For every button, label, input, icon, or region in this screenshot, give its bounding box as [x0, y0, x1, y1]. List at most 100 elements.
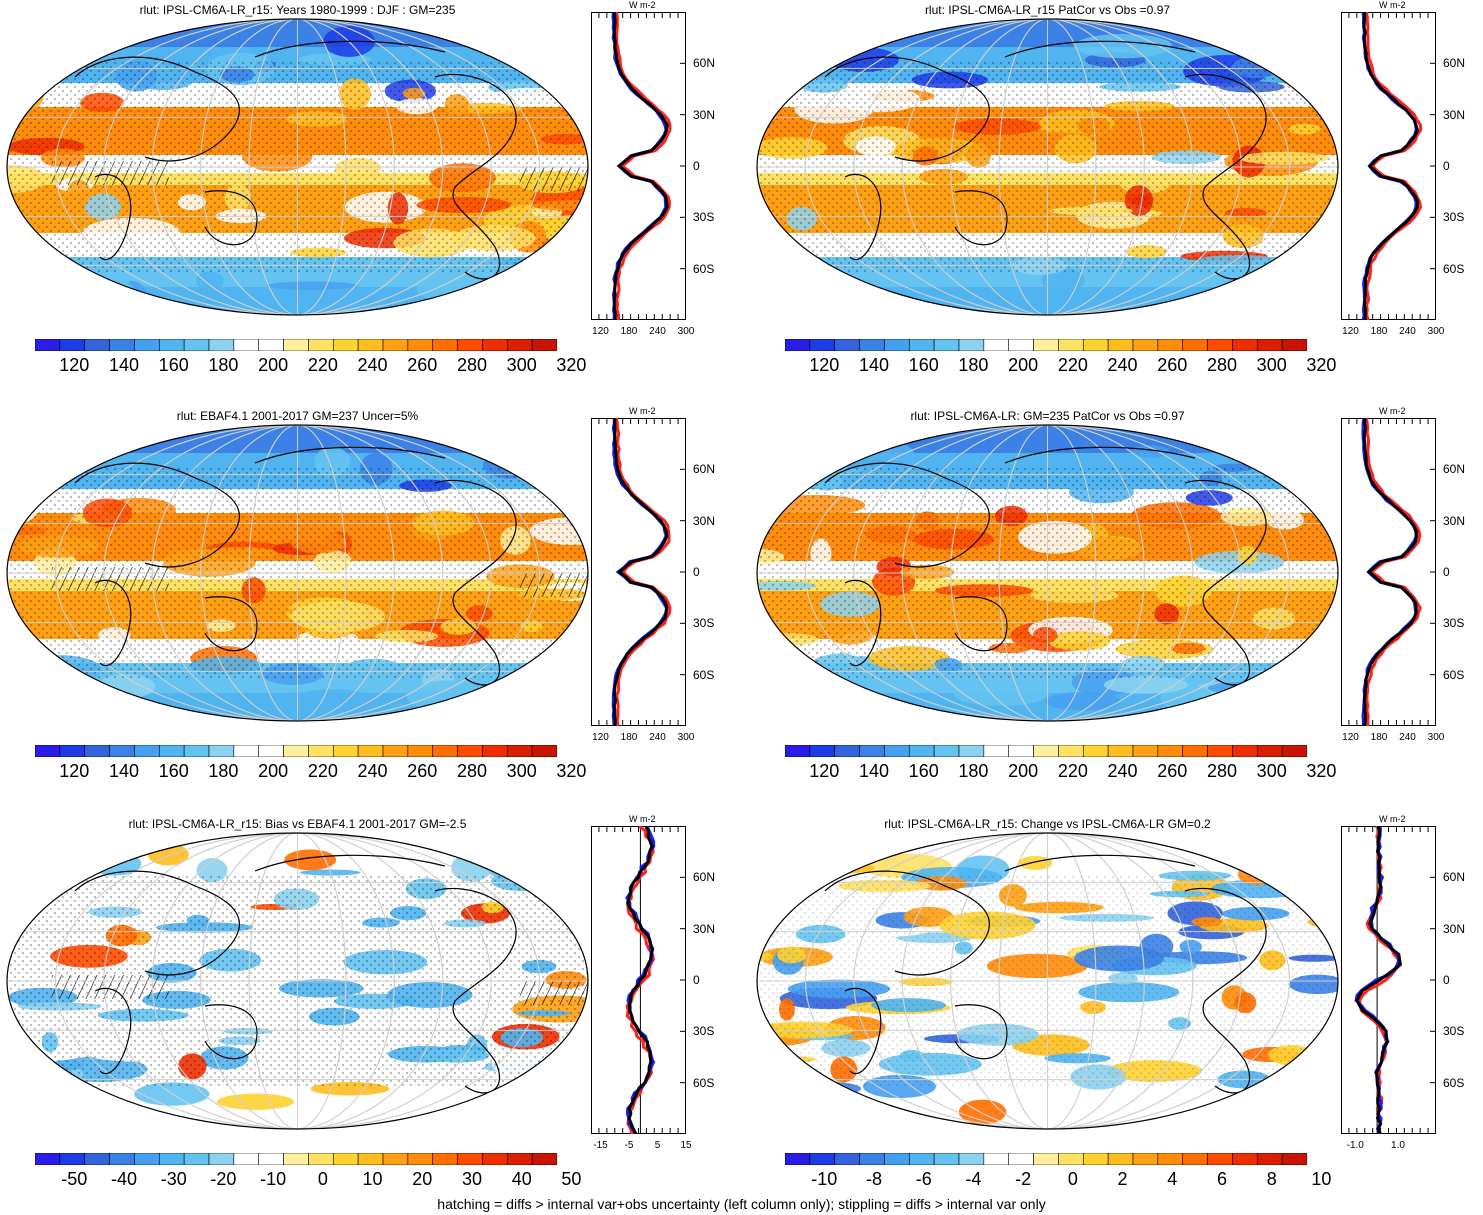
colorbar-tick-label: 180	[958, 761, 989, 781]
panel-title: rlut: IPSL-CM6A-LR_r15: Years 1980-1999 …	[139, 3, 456, 17]
colorbar-swatch	[1232, 745, 1258, 757]
colorbar-swatch	[233, 1153, 260, 1165]
colorbar-swatch	[1256, 745, 1283, 757]
colorbar-tick-label: 220	[307, 761, 338, 781]
lat-tick-label: 30S	[1443, 1024, 1465, 1039]
colorbar-swatch	[859, 1153, 885, 1165]
colorbar-tick-label: 320	[1306, 355, 1337, 375]
colorbar-swatch	[1132, 339, 1159, 351]
colorbar-tick-label: 320	[556, 761, 587, 781]
colorbar-tick-label: -40	[110, 1169, 138, 1189]
colorbar-swatch	[432, 1153, 458, 1165]
lat-tick-label: 0	[1443, 565, 1450, 579]
colorbar-swatch	[35, 1153, 61, 1165]
profile-x-tick-label: 240	[1399, 326, 1416, 337]
profile-unit: W m-2	[1379, 814, 1406, 824]
colorbar-swatch	[1058, 745, 1084, 757]
colorbar-swatch	[1132, 745, 1159, 757]
colorbar-swatch	[1132, 1153, 1159, 1165]
colorbar-swatch	[308, 1153, 334, 1165]
colorbar-tick-label: 180	[208, 761, 239, 781]
profile-x-tick-label: -5	[624, 1140, 634, 1151]
colorbar-swatch	[1281, 745, 1307, 757]
colorbar-swatch	[1207, 1153, 1233, 1165]
colorbar-swatch	[1033, 1153, 1059, 1165]
colorbar-tick-label: -20	[210, 1169, 237, 1189]
colorbar-tick-label: 280	[456, 761, 488, 781]
profile-x-tick-label: 180	[620, 732, 638, 743]
colorbar-swatch	[859, 339, 885, 351]
lat-tick-label: 30N	[1443, 107, 1466, 122]
lat-tick-label: 60N	[1443, 56, 1466, 71]
colorbar-swatch	[382, 339, 409, 351]
panel-title: rlut: IPSL-CM6A-LR: GM=235 PatCor vs Obs…	[910, 409, 1185, 423]
colorbar-tick-label: -2	[1015, 1169, 1032, 1189]
colorbar-tick-label: 120	[59, 355, 90, 375]
colorbar-swatch	[1232, 1153, 1258, 1165]
colorbar-swatch	[1182, 745, 1208, 757]
colorbar-swatch	[908, 339, 935, 351]
colorbar-tick-label: -4	[965, 1169, 982, 1189]
colorbar-swatch	[357, 339, 384, 351]
colorbar-swatch	[332, 745, 359, 757]
colorbar-tick-label: 140	[108, 761, 140, 781]
world-map	[756, 424, 1339, 722]
colorbar-swatch	[258, 339, 284, 351]
profile-unit: W m-2	[629, 406, 656, 416]
colorbar-tick-label: 260	[407, 761, 438, 781]
colorbar-swatch	[933, 339, 960, 351]
colorbar-swatch	[834, 745, 860, 757]
colorbar-swatch	[983, 339, 1010, 351]
colorbar-swatch	[382, 745, 409, 757]
lat-tick-label: 60S	[1443, 667, 1465, 682]
lat-tick-label: 30N	[693, 107, 716, 122]
colorbar-swatch	[482, 339, 508, 351]
colorbar	[35, 1153, 557, 1165]
profile-x-tick-label: 300	[677, 732, 695, 743]
colorbar-swatch	[407, 339, 434, 351]
panel-title: rlut: EBAF4.1 2001-2017 GM=237 Uncer=5%	[176, 409, 419, 423]
lat-tick-label: 60S	[693, 1075, 715, 1090]
colorbar-swatch	[482, 745, 508, 757]
colorbar-swatch	[531, 1153, 557, 1165]
colorbar-swatch	[1256, 339, 1283, 351]
zonal-mean-profile	[591, 826, 686, 1134]
colorbar-swatch	[983, 745, 1010, 757]
colorbar-swatch	[1082, 339, 1109, 351]
colorbar-swatch	[258, 745, 284, 757]
colorbar-tick-label: 30	[461, 1169, 483, 1189]
panel-title: rlut: IPSL-CM6A-LR_r15: Bias vs EBAF4.1 …	[128, 817, 467, 831]
colorbar	[35, 339, 557, 351]
colorbar-swatch	[531, 339, 557, 351]
colorbar-tick-label: 2	[1117, 1169, 1128, 1189]
colorbar-swatch	[84, 339, 110, 351]
colorbar-tick-label: 280	[1206, 761, 1238, 781]
colorbar-swatch	[1281, 1153, 1307, 1165]
profile-x-tick-label: 240	[1399, 732, 1416, 743]
colorbar-swatch	[84, 745, 110, 757]
profile-x-tick-label: 1.0	[1391, 1140, 1405, 1151]
colorbar-tick-label: 160	[908, 761, 939, 781]
colorbar-swatch	[1058, 1153, 1084, 1165]
lat-tick-label: 60S	[1443, 1075, 1465, 1090]
lat-tick-label: 30S	[1443, 616, 1465, 631]
colorbar-swatch	[258, 1153, 284, 1165]
profile-x-tick-label: 120	[592, 732, 609, 743]
colorbar-swatch	[506, 1153, 533, 1165]
colorbar-swatch	[158, 745, 185, 757]
colorbar-tick-label: 120	[59, 761, 90, 781]
colorbar-tick-label: 300	[1256, 355, 1287, 375]
lat-tick-label: 60S	[1443, 261, 1465, 276]
colorbar-swatch	[1281, 339, 1307, 351]
lat-tick-label: 30S	[693, 1024, 715, 1039]
colorbar-swatch	[884, 339, 910, 351]
colorbar-swatch	[531, 745, 557, 757]
colorbar	[35, 745, 557, 757]
colorbar-swatch	[208, 1153, 235, 1165]
colorbar-tick-label: 200	[1008, 761, 1039, 781]
colorbar-tick-label: 10	[362, 1169, 383, 1189]
profile-x-tick-label: 180	[1370, 326, 1388, 337]
profile-unit: W m-2	[1379, 0, 1406, 10]
lat-tick-label: 0	[693, 159, 700, 173]
colorbar-tick-label: 50	[561, 1169, 582, 1189]
